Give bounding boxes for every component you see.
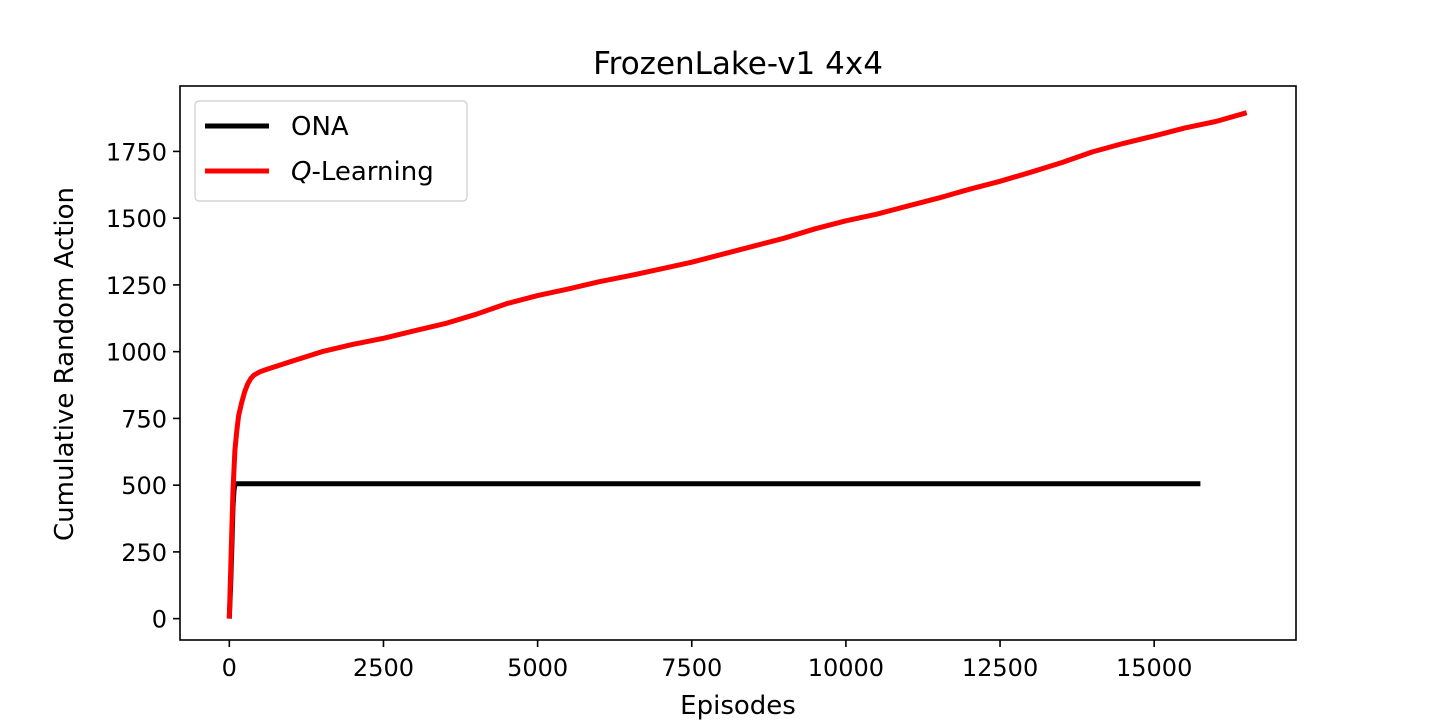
x-tick-label: 2500 <box>353 654 414 682</box>
y-tick-label: 1500 <box>106 205 167 233</box>
y-tick-label: 750 <box>121 405 167 433</box>
legend: ONA Q-Learning <box>194 100 468 202</box>
legend-label-0: ONA <box>291 112 349 142</box>
x-tick-label: 7500 <box>661 654 722 682</box>
x-tick-label: 5000 <box>507 654 568 682</box>
y-axis: 0 250 500 750 1000 1250 1500 1750 <box>106 138 180 634</box>
plot-frame <box>179 85 1297 641</box>
y-axis-label: Cumulative Random Action <box>50 187 80 541</box>
series-line-0 <box>226 481 1201 619</box>
legend-label-1: Q-Learning <box>291 157 434 187</box>
legend-label-part: -Learning <box>311 157 433 187</box>
y-tick-label: 1000 <box>106 339 167 367</box>
legend-label-italic: Q <box>291 157 311 187</box>
x-tick-label: 12500 <box>962 654 1038 682</box>
y-tick-label: 0 <box>152 606 167 634</box>
y-tick-label: 1250 <box>106 272 167 300</box>
x-axis: 0 2500 5000 7500 10000 12500 15000 <box>222 640 1192 682</box>
x-axis-label: Episodes <box>680 691 796 720</box>
chart-title: FrozenLake-v1 4x4 <box>593 46 883 82</box>
y-tick-label: 500 <box>121 472 167 500</box>
legend-label-part: ONA <box>291 112 349 142</box>
series-line-1 <box>226 110 1248 619</box>
x-tick-label: 10000 <box>808 654 884 682</box>
y-tick-label: 1750 <box>106 138 167 166</box>
plot-lines <box>226 110 1248 619</box>
y-tick-label: 250 <box>121 539 167 567</box>
x-tick-label: 0 <box>222 654 237 682</box>
x-tick-label: 15000 <box>1116 654 1192 682</box>
